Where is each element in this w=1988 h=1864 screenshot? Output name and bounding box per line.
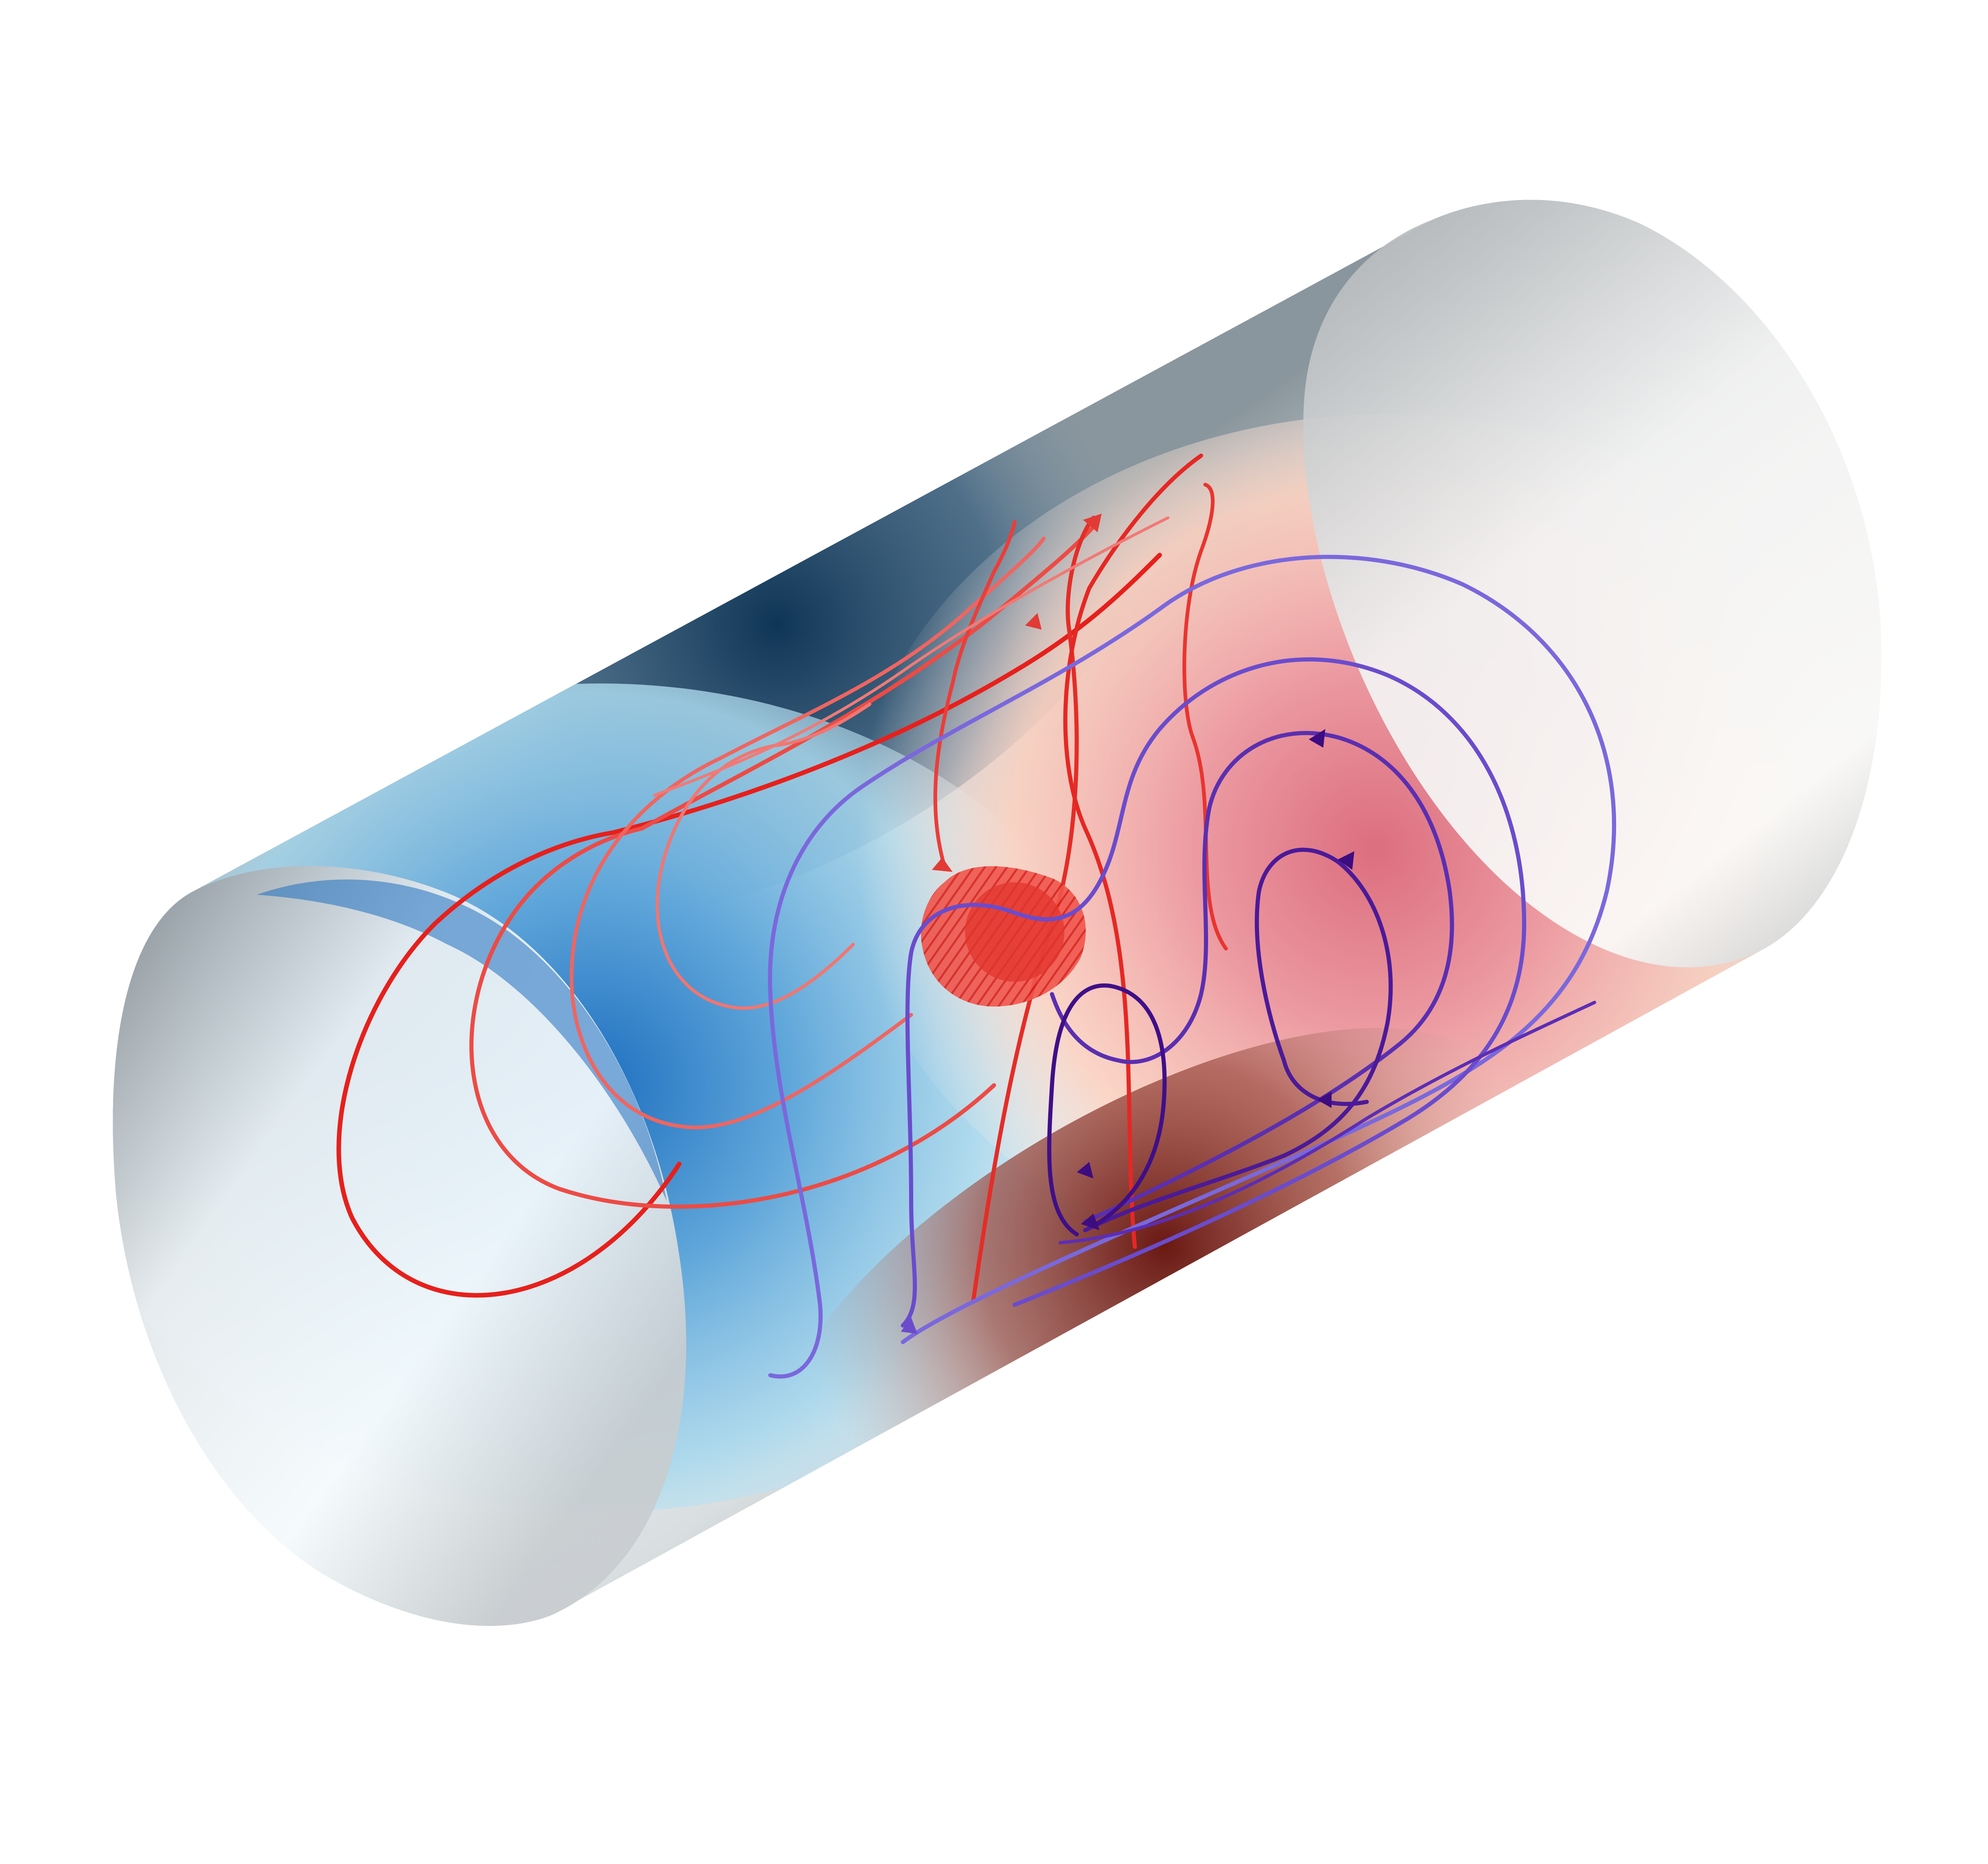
red-vertical-3 [1063,454,1203,1249]
purple-loop-5 [1047,983,1167,1236]
cylinder-left-cap [113,866,686,1626]
purple-loop-4 [1083,847,1393,1232]
red-loop-4 [656,703,871,1010]
red-vertical-1 [933,520,1017,868]
purple-streamlines [768,555,1616,1379]
red-vertical-4 [1182,483,1228,951]
red-arrowhead [1025,613,1042,630]
cylinder-right-cap [1303,200,1882,968]
purple-loop-2 [901,657,1526,1328]
purple-loop-outer [768,555,1616,1379]
purple-arrowhead [1077,1162,1093,1178]
purple-arrowhead [1081,1214,1100,1230]
purple-arrowhead [901,1317,917,1334]
red-loop-outer [336,553,1162,1298]
red-arrowhead [932,857,953,872]
red-streamlines [336,454,1228,1303]
source-core [965,882,1064,982]
red-vertical-2 [971,516,1095,1303]
red-loop-3 [569,536,1046,1130]
purple-arrowhead [1338,851,1354,870]
red-upper-connector [653,516,1170,797]
red-arrowhead [1083,514,1102,532]
purple-arrowhead [1317,1091,1332,1108]
purple-arrowhead [1309,729,1325,748]
purple-bottom-sheet [1059,1001,1596,1244]
